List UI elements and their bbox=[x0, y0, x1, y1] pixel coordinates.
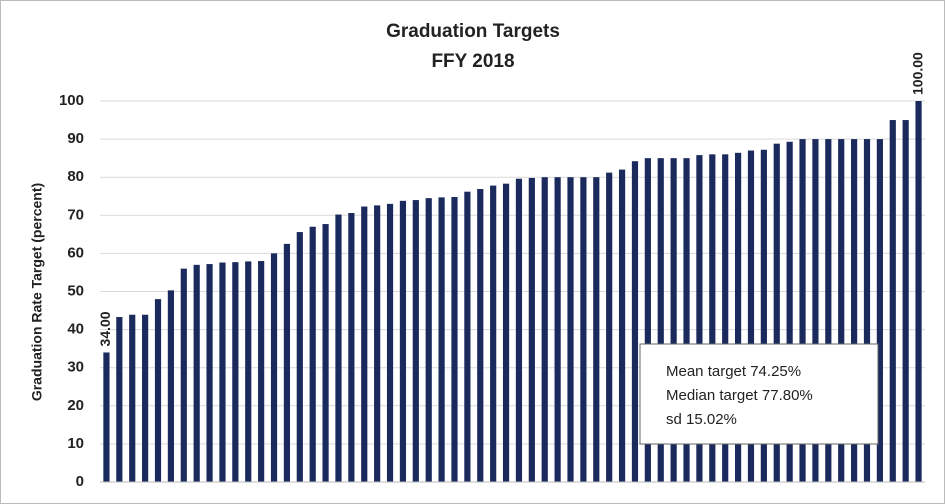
bar bbox=[825, 139, 832, 482]
bar bbox=[206, 264, 213, 482]
bar bbox=[154, 299, 162, 482]
bar bbox=[838, 139, 845, 482]
bar bbox=[606, 172, 613, 483]
bar bbox=[747, 150, 755, 482]
bar bbox=[541, 177, 548, 482]
y-tick-label: 50 bbox=[67, 282, 84, 299]
bar bbox=[657, 158, 664, 482]
y-tick-label: 40 bbox=[67, 321, 84, 338]
bar bbox=[386, 203, 394, 482]
bar bbox=[374, 205, 381, 483]
bar bbox=[335, 214, 342, 482]
bar bbox=[580, 177, 587, 482]
bar bbox=[593, 177, 600, 482]
bar bbox=[258, 261, 265, 482]
bar bbox=[902, 120, 909, 483]
chart-title: Graduation Targets bbox=[386, 21, 560, 42]
bar bbox=[232, 262, 239, 482]
bar bbox=[219, 262, 226, 482]
bar bbox=[567, 177, 574, 482]
annotation-box bbox=[639, 343, 879, 445]
bar bbox=[851, 139, 858, 482]
bar bbox=[309, 226, 316, 482]
bar bbox=[270, 253, 278, 482]
bar bbox=[180, 268, 187, 482]
bar bbox=[129, 314, 136, 482]
bar bbox=[193, 264, 200, 482]
value-label: 100.00 bbox=[909, 52, 925, 95]
bar bbox=[760, 149, 767, 482]
annotation-text: sd 15.02% bbox=[666, 411, 737, 428]
bar bbox=[631, 161, 639, 482]
bar bbox=[709, 154, 716, 482]
bar bbox=[438, 197, 445, 482]
bar bbox=[618, 169, 626, 482]
bar bbox=[876, 139, 883, 482]
bar bbox=[283, 243, 291, 482]
bar bbox=[812, 139, 819, 482]
bar bbox=[502, 183, 510, 482]
y-tick-label: 30 bbox=[67, 359, 84, 376]
bar bbox=[670, 158, 677, 482]
y-axis-label: Graduation Rate Target (percent) bbox=[29, 183, 45, 401]
chart-subtitle: FFY 2018 bbox=[431, 51, 514, 72]
bar bbox=[722, 154, 729, 482]
bar bbox=[399, 200, 407, 482]
bar bbox=[554, 177, 561, 482]
bar bbox=[477, 189, 484, 483]
bar bbox=[490, 185, 497, 482]
y-tick-label: 60 bbox=[67, 244, 84, 261]
y-tick-label: 0 bbox=[76, 473, 84, 490]
bar bbox=[116, 317, 123, 482]
y-tick-label: 70 bbox=[67, 206, 84, 223]
y-tick-label: 90 bbox=[67, 130, 84, 147]
bar bbox=[915, 101, 922, 482]
bar bbox=[464, 191, 471, 483]
annotation-text: Median target 77.80% bbox=[666, 387, 813, 404]
annotation-text: Mean target 74.25% bbox=[666, 363, 801, 380]
bar bbox=[167, 290, 174, 482]
value-label: 34.00 bbox=[97, 311, 113, 346]
y-tick-label: 10 bbox=[67, 435, 84, 452]
bar bbox=[683, 158, 690, 482]
bar bbox=[773, 143, 780, 482]
bar bbox=[245, 261, 252, 482]
bar bbox=[412, 200, 419, 482]
bar bbox=[103, 352, 110, 482]
bar bbox=[451, 197, 458, 482]
bar bbox=[786, 141, 793, 482]
bar bbox=[322, 224, 329, 483]
bar bbox=[734, 152, 742, 483]
bar bbox=[863, 139, 871, 482]
bar bbox=[142, 314, 149, 482]
bar bbox=[644, 158, 651, 482]
bar bbox=[696, 155, 703, 483]
bar bbox=[425, 198, 432, 482]
bar bbox=[296, 232, 303, 482]
bar bbox=[361, 206, 368, 483]
bar bbox=[889, 120, 896, 483]
y-tick-label: 100 bbox=[59, 92, 84, 109]
bar bbox=[348, 213, 355, 482]
bar bbox=[799, 139, 806, 482]
y-tick-label: 80 bbox=[67, 168, 84, 185]
bar bbox=[528, 177, 535, 482]
y-tick-label: 20 bbox=[67, 397, 84, 414]
bar bbox=[515, 178, 523, 482]
